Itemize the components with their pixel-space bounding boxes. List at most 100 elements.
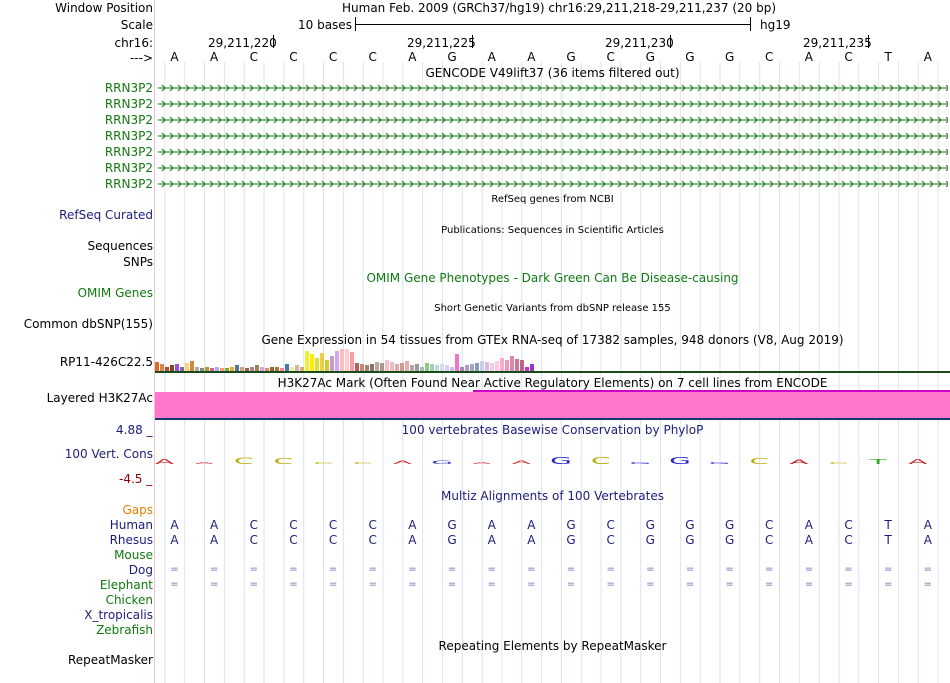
gtex-tissue-bar[interactable] (200, 368, 204, 371)
gtex-tissue-bar[interactable] (475, 363, 479, 371)
gencode-transcript[interactable] (158, 165, 948, 171)
gtex-tissue-bar[interactable] (500, 358, 504, 371)
gtex-tissue-bar[interactable] (330, 356, 334, 371)
omim-track-title[interactable]: OMIM Gene Phenotypes - Dark Green Can Be… (366, 271, 739, 285)
gtex-tissue-bar[interactable] (495, 361, 499, 371)
gtex-tissue-bar[interactable] (370, 364, 374, 371)
gtex-tissue-bar[interactable] (450, 367, 454, 371)
gencode-track-title[interactable]: GENCODE V49lift37 (36 items filtered out… (425, 66, 680, 80)
gtex-tissue-bar[interactable] (490, 363, 494, 371)
gtex-tissue-bar[interactable] (365, 365, 369, 371)
gencode-gene-label[interactable]: RRN3P2 (104, 97, 153, 111)
gtex-tissue-bar[interactable] (325, 360, 329, 371)
gtex-tissue-bar[interactable] (480, 361, 484, 371)
gtex-bar-chart[interactable] (155, 346, 535, 371)
species-label[interactable]: Elephant (99, 578, 153, 592)
gtex-track-title[interactable]: Gene Expression in 54 tissues from GTEx … (261, 333, 844, 347)
h3k27ac-track-title[interactable]: H3K27Ac Mark (Often Found Near Active Re… (277, 376, 828, 390)
gtex-tissue-bar[interactable] (165, 367, 169, 371)
gtex-tissue-bar[interactable] (295, 365, 299, 371)
gtex-tissue-bar[interactable] (290, 367, 294, 371)
gtex-tissue-bar[interactable] (250, 367, 254, 371)
gtex-tissue-bar[interactable] (260, 367, 264, 371)
gtex-tissue-bar[interactable] (400, 363, 404, 371)
repeatmasker-track-label[interactable]: RepeatMasker (67, 653, 153, 667)
gtex-tissue-bar[interactable] (265, 368, 269, 371)
phylop-track-label[interactable]: 100 Vert. Cons (64, 447, 153, 461)
gtex-tissue-bar[interactable] (280, 368, 284, 371)
dbsnp-track-label[interactable]: Common dbSNP(155) (23, 317, 153, 331)
gtex-tissue-bar[interactable] (210, 368, 214, 371)
gtex-tissue-bar[interactable] (510, 356, 514, 371)
gtex-tissue-bar[interactable] (180, 367, 184, 371)
species-label[interactable]: Chicken (105, 593, 153, 607)
gtex-tissue-bar[interactable] (340, 349, 344, 371)
gtex-tissue-bar[interactable] (455, 354, 459, 371)
gtex-tissue-bar[interactable] (355, 363, 359, 371)
gtex-tissue-bar[interactable] (425, 363, 429, 371)
gencode-transcript[interactable] (158, 181, 948, 187)
gencode-gene-label[interactable]: RRN3P2 (104, 145, 153, 159)
gencode-transcript[interactable] (158, 133, 948, 139)
refseq-track-title[interactable]: RefSeq genes from NCBI (491, 194, 614, 205)
gtex-tissue-bar[interactable] (245, 368, 249, 371)
snps-track-label[interactable]: SNPs (123, 255, 153, 269)
gtex-tissue-bar[interactable] (305, 351, 309, 371)
gtex-tissue-bar[interactable] (300, 367, 304, 371)
gencode-transcript[interactable] (158, 149, 948, 155)
gtex-tissue-bar[interactable] (230, 367, 234, 371)
gtex-tissue-bar[interactable] (465, 365, 469, 371)
gencode-gene-label[interactable]: RRN3P2 (104, 177, 153, 191)
gtex-tissue-bar[interactable] (390, 362, 394, 371)
gtex-tissue-bar[interactable] (520, 360, 524, 371)
gtex-tissue-bar[interactable] (185, 363, 189, 371)
gtex-tissue-bar[interactable] (335, 351, 339, 371)
gaps-track-label[interactable]: Gaps (122, 503, 153, 517)
gtex-tissue-bar[interactable] (470, 364, 474, 371)
dbsnp-track-title[interactable]: Short Genetic Variants from dbSNP releas… (434, 303, 671, 314)
gtex-tissue-bar[interactable] (430, 364, 434, 371)
gtex-tissue-bar[interactable] (440, 364, 444, 371)
gtex-tissue-bar[interactable] (530, 364, 534, 371)
gtex-tissue-bar[interactable] (460, 367, 464, 371)
species-label[interactable]: Mouse (114, 548, 153, 562)
gtex-tissue-bar[interactable] (360, 364, 364, 371)
h3k27ac-signal[interactable] (155, 392, 950, 418)
gencode-transcript[interactable] (158, 85, 948, 91)
gtex-tissue-bar[interactable] (375, 362, 379, 371)
repeatmasker-track-title[interactable]: Repeating Elements by RepeatMasker (438, 639, 667, 653)
gtex-tissue-bar[interactable] (285, 364, 289, 371)
gtex-tissue-bar[interactable] (220, 368, 224, 371)
species-label[interactable]: Zebrafish (96, 623, 153, 637)
gencode-gene-label[interactable]: RRN3P2 (104, 81, 153, 95)
h3k27ac-track-label[interactable]: Layered H3K27Ac (46, 391, 153, 405)
gtex-tissue-bar[interactable] (320, 353, 324, 371)
gtex-tissue-bar[interactable] (255, 365, 259, 371)
species-label[interactable]: X_tropicalis (84, 608, 153, 622)
species-label[interactable]: Dog (128, 563, 153, 577)
gtex-tissue-bar[interactable] (345, 349, 349, 371)
species-label[interactable]: Rhesus (109, 533, 153, 547)
phylop-track-title[interactable]: 100 vertebrates Basewise Conservation by… (401, 423, 704, 437)
gtex-tissue-bar[interactable] (235, 365, 239, 371)
gtex-tissue-bar[interactable] (155, 362, 159, 371)
gtex-tissue-bar[interactable] (485, 362, 489, 371)
sequences-track-label[interactable]: Sequences (87, 239, 153, 253)
gtex-tissue-bar[interactable] (525, 367, 529, 371)
species-label[interactable]: Human (109, 518, 153, 532)
gtex-tissue-bar[interactable] (205, 367, 209, 371)
gtex-tissue-bar[interactable] (240, 367, 244, 371)
gtex-tissue-bar[interactable] (445, 365, 449, 371)
gtex-tissue-bar[interactable] (410, 365, 414, 371)
gtex-tissue-bar[interactable] (435, 365, 439, 371)
gtex-tissue-bar[interactable] (515, 359, 519, 371)
gencode-gene-label[interactable]: RRN3P2 (104, 161, 153, 175)
gtex-tissue-bar[interactable] (350, 352, 354, 371)
gtex-tissue-bar[interactable] (505, 360, 509, 371)
gtex-tissue-bar[interactable] (275, 367, 279, 371)
gencode-transcript[interactable] (158, 117, 948, 123)
gtex-tissue-bar[interactable] (195, 367, 199, 371)
gtex-tissue-bar[interactable] (315, 358, 319, 371)
gencode-transcript[interactable] (158, 101, 948, 107)
gtex-tissue-bar[interactable] (420, 367, 424, 371)
